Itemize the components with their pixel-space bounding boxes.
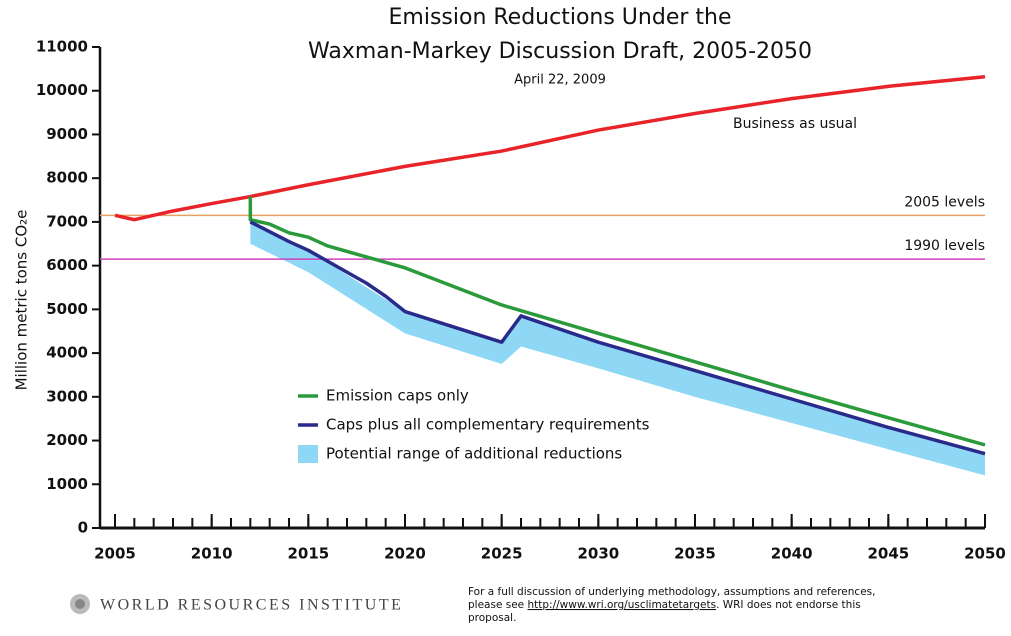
note: proposal.	[468, 612, 516, 624]
series-line	[248, 196, 986, 447]
y-tick-label: 11000	[36, 38, 88, 56]
x-tick-label: 2040	[771, 545, 813, 563]
series-label: Business as usual	[733, 116, 857, 132]
legend-swatch	[298, 445, 318, 463]
wri-logo	[70, 594, 90, 614]
x-tick-label: 2050	[964, 545, 1006, 563]
chart-subtitle: April 22, 2009	[514, 73, 606, 88]
legend-label: Caps plus all complementary requirements	[326, 416, 650, 434]
y-axis-label: Million metric tons CO₂e	[13, 210, 31, 391]
y-tick-label: 7000	[46, 212, 88, 230]
note-text: please see	[468, 599, 527, 611]
series-line	[249, 220, 986, 456]
chart-title: Emission Reductions Under the	[389, 5, 732, 30]
y-tick-label: 8000	[46, 169, 88, 187]
x-tick-label: 2045	[867, 545, 909, 563]
y-tick-label: 10000	[36, 81, 88, 99]
x-tick-label: 2020	[384, 545, 426, 563]
y-tick-label: 5000	[46, 300, 88, 318]
series-line	[114, 74, 986, 222]
reference-label: 1990 levels	[904, 238, 985, 254]
y-tick-label: 6000	[46, 256, 88, 274]
x-tick-label: 2035	[674, 545, 716, 563]
y-tick-label: 4000	[46, 344, 88, 362]
reference-label: 2005 levels	[904, 194, 985, 210]
x-tick-label: 2015	[287, 545, 329, 563]
legend-label: Potential range of additional reductions	[326, 445, 622, 463]
source: WORLD RESOURCES INSTITUTE	[100, 597, 403, 614]
x-tick-label: 2005	[94, 545, 136, 563]
note-text: . WRI does not endorse this	[716, 599, 861, 611]
y-tick-label: 2000	[46, 431, 88, 449]
y-tick-label: 1000	[46, 475, 88, 493]
x-tick-label: 2025	[481, 545, 523, 563]
legend-label: Emission caps only	[326, 387, 469, 405]
chart-title: Waxman-Markey Discussion Draft, 2005-205…	[308, 39, 812, 64]
y-tick-label: 9000	[46, 125, 88, 143]
x-tick-label: 2010	[191, 545, 233, 563]
note-link[interactable]: http://www.wri.org/usclimatetargets	[527, 599, 716, 611]
x-tick-label: 2030	[577, 545, 619, 563]
note: For a full discussion of underlying meth…	[468, 586, 875, 598]
y-tick-label: 3000	[46, 387, 88, 405]
y-tick-label: 0	[78, 519, 88, 537]
note: please see http://www.wri.org/usclimatet…	[468, 599, 861, 611]
